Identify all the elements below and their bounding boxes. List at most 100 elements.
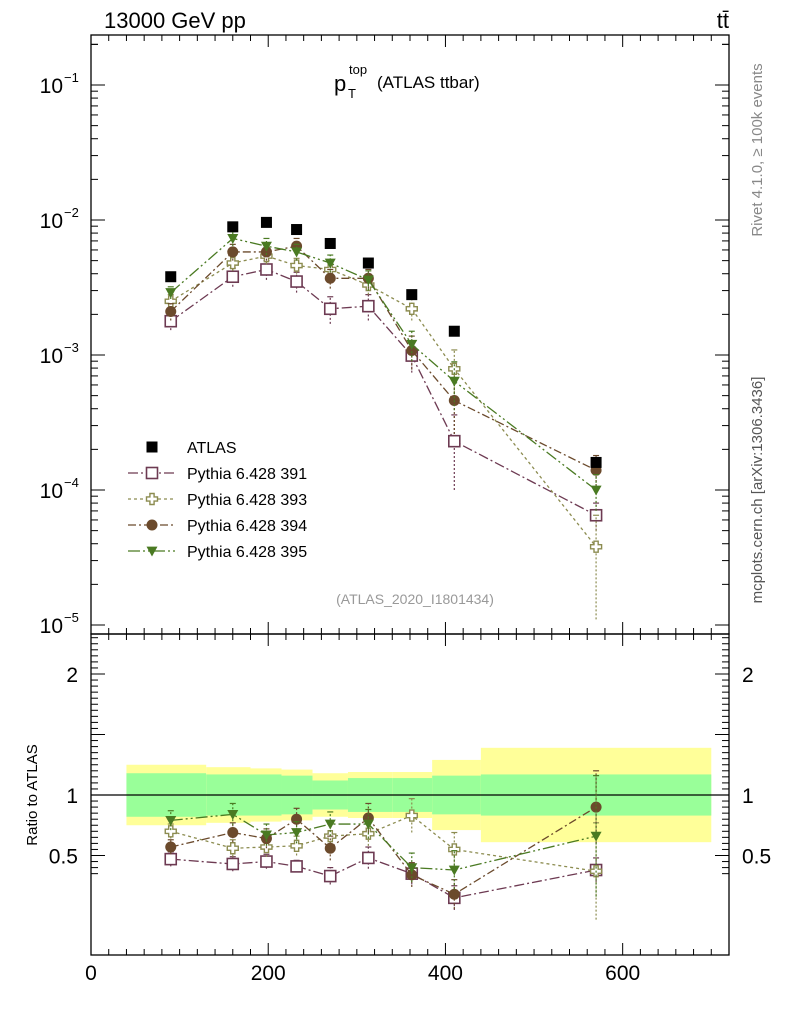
ytick-label-base-2: 10	[40, 345, 63, 368]
ratio-point-3-5	[362, 819, 374, 830]
legend-marker-0	[146, 441, 158, 453]
ytick-label-base-4: 10	[40, 75, 63, 98]
xtick-label-3: 600	[605, 962, 640, 985]
ratio-point-0-4	[323, 869, 337, 883]
data-point-0	[165, 271, 177, 283]
series-point-0-7	[448, 434, 461, 448]
series-point-3-1	[227, 234, 239, 244]
ratio-point-3-3	[291, 828, 303, 839]
rtick-label-left-2: 2	[66, 664, 78, 687]
xtick-label-1: 200	[251, 962, 286, 985]
collision-energy-label: 13000 GeV pp	[104, 8, 246, 33]
ratio-point-2-6	[406, 869, 418, 881]
series-point-2-6	[406, 344, 418, 356]
ytick-label-exp-2: −3	[64, 340, 79, 355]
series-point-3-4	[324, 258, 336, 269]
xtick-label-2: 400	[428, 962, 463, 985]
mcplots-reference-label: mcplots.cern.ch [arXiv:1306.3436]	[749, 377, 766, 604]
legend-label-3: Pythia 6.428 394	[187, 518, 307, 535]
legend-label-0: ATLAS	[187, 440, 237, 457]
ratio-point-2-0	[165, 841, 177, 853]
legend-label-1: Pythia 6.428 391	[187, 466, 307, 483]
legend-label-2: Pythia 6.428 393	[187, 492, 307, 509]
series-point-3-8	[590, 485, 602, 496]
legend: ATLAS Pythia 6.428 391 Pythia 6.428 393 Pyt…	[128, 440, 307, 561]
series-point-1-8	[589, 540, 603, 553]
series-point-3-7	[448, 376, 460, 387]
rtick-label-right-1: 1	[742, 785, 754, 808]
series-point-0-4	[323, 302, 337, 316]
plot-title-sup: top	[349, 62, 367, 77]
ratio-point-3-4	[324, 819, 336, 830]
data-point-8	[590, 456, 602, 468]
main-series-group	[164, 216, 603, 620]
ratio-point-0-3	[290, 860, 303, 873]
ratio-point-0-1	[226, 857, 240, 871]
ratio-point-2-4	[324, 842, 336, 854]
data-point-4	[324, 237, 336, 249]
legend-marker-4	[146, 546, 158, 557]
rtick-label-right-0: 0.5	[742, 846, 771, 869]
series-point-0-5	[362, 299, 375, 313]
ratio-point-0-5	[362, 851, 375, 865]
ratio-point-1-7	[448, 843, 461, 856]
series-point-3-0	[165, 288, 177, 299]
ratio-point-0-0	[164, 852, 178, 866]
rtick-label-left-0: 0.5	[49, 846, 78, 869]
series-point-1-3	[290, 259, 303, 272]
series-point-2-0	[165, 306, 177, 318]
ratio-series-group	[164, 770, 603, 920]
series-point-0-1	[226, 270, 240, 284]
data-point-6	[406, 289, 418, 301]
ratio-point-3-7	[448, 865, 460, 876]
legend-marker-2	[145, 492, 159, 506]
ytick-label-base-1: 10	[40, 480, 63, 503]
ytick-label-exp-4: −1	[64, 70, 79, 85]
legend-marker-3	[146, 519, 158, 531]
ratio-axis-label: Ratio to ATLAS	[24, 744, 41, 845]
plot-title-p: p	[334, 71, 346, 96]
xtick-label-0: 0	[85, 962, 97, 985]
data-point-2	[260, 216, 272, 228]
legend-label-4: Pythia 6.428 395	[187, 544, 307, 561]
ratio-point-1-0	[164, 825, 177, 838]
data-point-1	[227, 221, 239, 233]
ratio-point-2-7	[448, 888, 460, 900]
plot-title-rest: (ATLAS ttbar)	[377, 73, 480, 92]
series-point-0-3	[290, 275, 303, 288]
series-point-3-2	[260, 241, 272, 252]
series-point-2-2	[260, 246, 272, 258]
series-point-3-6	[406, 339, 418, 350]
rtick-label-left-1: 1	[66, 785, 78, 808]
series-point-2-1	[227, 246, 239, 258]
ratio-line-0	[170, 857, 597, 899]
process-label: tt̄	[717, 8, 729, 33]
ratio-point-3-0	[165, 816, 177, 826]
data-point-7	[448, 325, 460, 337]
ratio-point-3-1	[227, 809, 239, 820]
ytick-label-exp-0: −5	[64, 610, 79, 625]
series-point-0-2	[260, 263, 273, 276]
ytick-label-base-0: 10	[40, 615, 63, 638]
ratio-point-3-8	[590, 831, 602, 842]
data-point-5	[362, 257, 374, 269]
ratio-point-3-6	[406, 863, 418, 874]
series-point-1-6	[405, 302, 418, 315]
series-point-3-5	[362, 275, 374, 286]
ratio-point-1-6	[405, 809, 418, 822]
ratio-point-1-1	[226, 842, 239, 855]
analysis-tag: (ATLAS_2020_I1801434)	[336, 591, 494, 607]
ratio-point-2-1	[227, 827, 239, 839]
rtick-label-right-2: 2	[742, 664, 754, 687]
series-point-1-1	[226, 256, 239, 270]
rivet-version-label: Rivet 4.1.0, ≥ 100k events	[749, 63, 766, 236]
ytick-label-exp-3: −2	[64, 205, 79, 220]
ratio-point-0-2	[260, 855, 273, 868]
legend-marker-1	[145, 466, 159, 480]
series-point-0-0	[164, 314, 178, 328]
data-point-3	[291, 224, 303, 236]
ratio-point-3-2	[260, 830, 272, 841]
series-line-1	[170, 255, 597, 548]
